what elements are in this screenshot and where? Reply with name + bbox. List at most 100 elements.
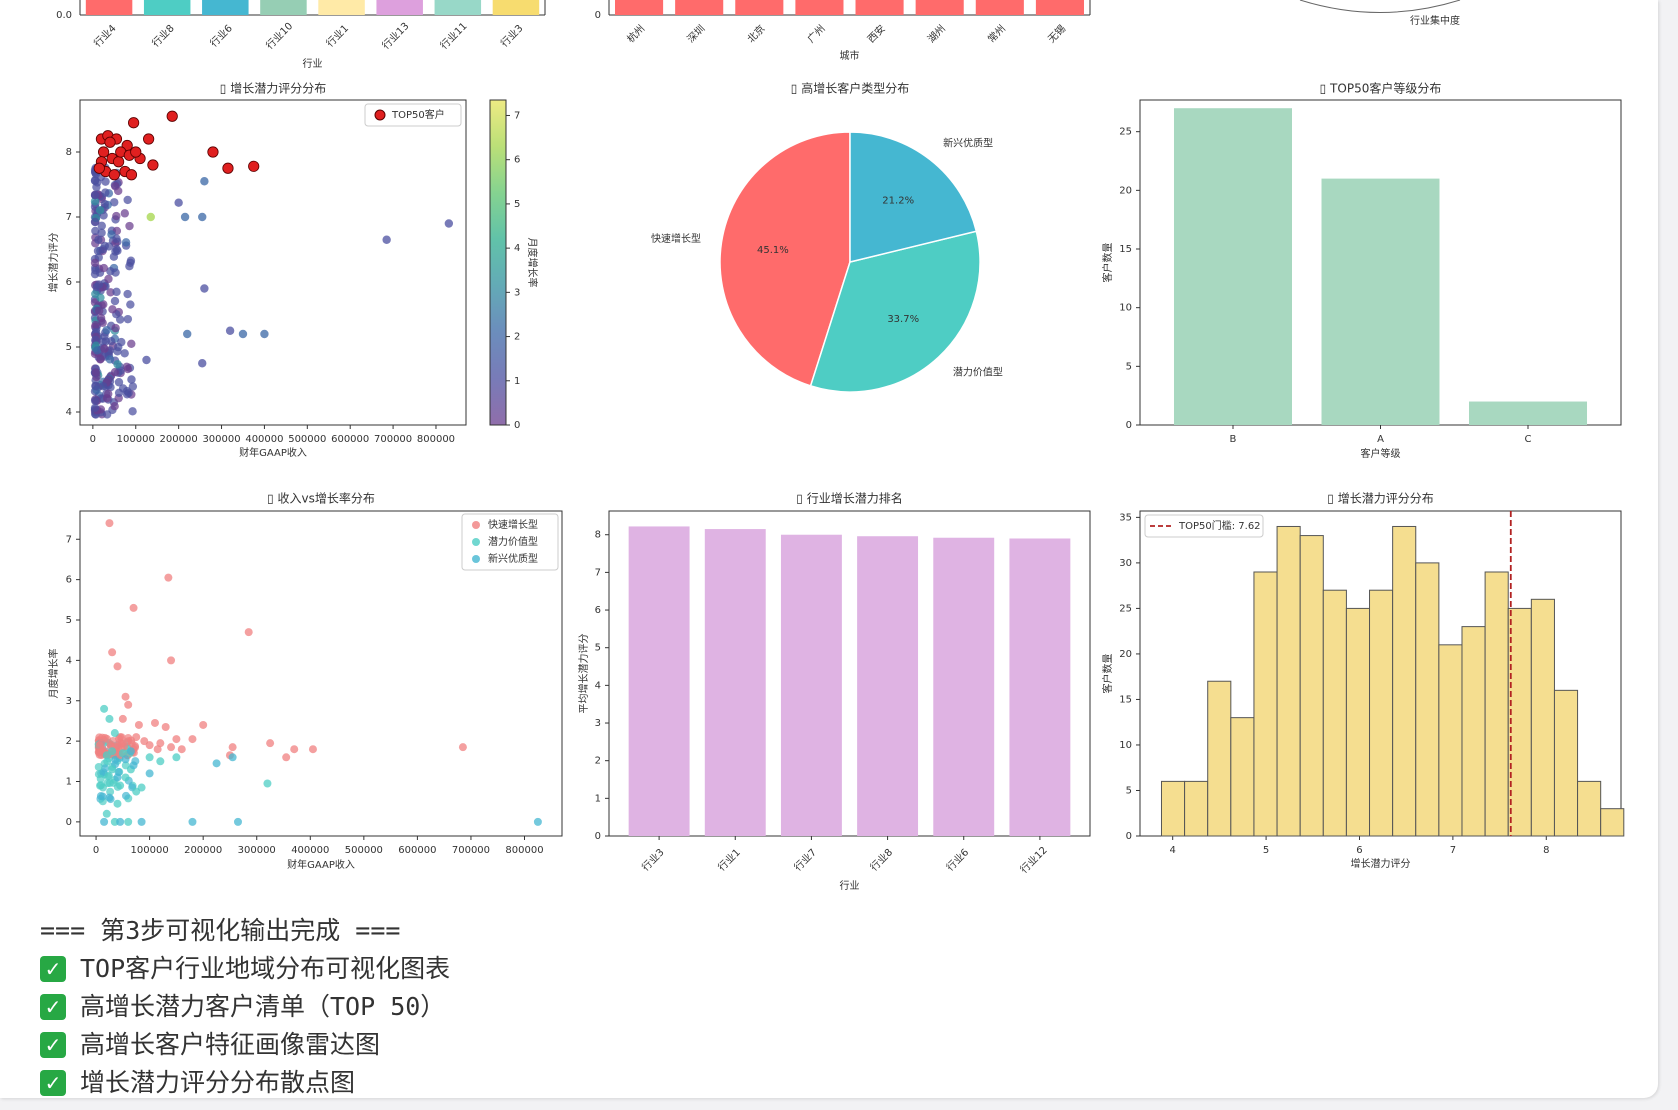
hist-ytick: 5 <box>1126 785 1132 796</box>
scatter1-point <box>96 313 106 323</box>
hist-ytick: 10 <box>1119 740 1132 751</box>
scatter1-point <box>110 198 119 207</box>
bar2-xlabel: 客户等级 <box>1361 447 1401 460</box>
hist-bar <box>1253 571 1278 837</box>
scatter1-point <box>95 206 105 215</box>
scatter2-point <box>129 761 138 770</box>
scatter1-point <box>444 219 454 228</box>
scatter2-point <box>290 745 299 754</box>
scatter2-point <box>134 720 143 729</box>
scatter1-top50-point <box>93 162 105 174</box>
top-left-xtick: 行业1 <box>323 22 351 50</box>
scatter2-point <box>98 733 107 742</box>
scatter2-point <box>188 817 197 826</box>
scatter2-point <box>94 762 103 771</box>
scatter1-point <box>101 177 110 186</box>
scatter1-top50-point <box>130 146 142 158</box>
scatter1-point <box>112 287 121 297</box>
hist-bar <box>1184 780 1209 837</box>
scatter2-point <box>156 757 165 766</box>
scatter1-point <box>100 344 109 353</box>
hist-bar <box>1461 626 1486 837</box>
console-line-1: ✓ TOP客户行业地域分布可视化图表 <box>40 950 450 988</box>
top-left-bar <box>318 0 365 15</box>
scatter2-legend-marker <box>472 538 480 546</box>
scatter2-frame <box>79 510 563 837</box>
scatter1-point <box>126 256 136 265</box>
scatter1-point <box>106 267 115 276</box>
scatter1-point <box>123 195 132 205</box>
scatter1-point <box>90 258 100 268</box>
bar2-ytick: 10 <box>1119 303 1132 314</box>
bar2-xtick: B <box>1230 434 1237 445</box>
scatter1-point <box>97 228 106 237</box>
scatter1-colorbar <box>489 99 507 426</box>
top-left-ytick: 0.0 <box>56 10 72 21</box>
scatter1-ytick: 5 <box>66 342 72 353</box>
pie-slice <box>849 131 978 263</box>
scatter1-xtick: 800000 <box>417 434 455 445</box>
top-left-bar <box>260 0 307 15</box>
scatter2-point <box>161 722 170 731</box>
hist-bar <box>1345 607 1371 837</box>
hist-xtick: 5 <box>1263 845 1269 856</box>
scatter2-point <box>263 779 272 788</box>
scatter1-point <box>114 388 124 397</box>
scatter2-point <box>458 743 467 752</box>
scatter1-point <box>91 320 100 330</box>
hist-ytick: 20 <box>1119 649 1132 660</box>
scatter1-point <box>110 401 119 411</box>
bar2-bar <box>1469 401 1588 425</box>
scatter1-point <box>260 329 269 339</box>
top-left-xtick: 行业8 <box>149 22 177 50</box>
scatter2-point <box>121 692 130 701</box>
bar4-xtick: 行业12 <box>1017 843 1049 875</box>
hist-bar <box>1415 562 1440 837</box>
scatter1-point <box>112 211 121 221</box>
bar4-xtick: 行业8 <box>867 846 895 874</box>
scatter1-point <box>122 362 132 371</box>
top-mid-ytick: 0 <box>595 10 601 21</box>
bar2-ytick: 20 <box>1119 185 1132 196</box>
scatter1-top50-point <box>222 162 234 174</box>
scatter2-ytick: 5 <box>66 615 72 626</box>
top-left-bar <box>376 0 423 15</box>
bar2-xtick: A <box>1377 434 1384 445</box>
bar4-ytick: 4 <box>595 680 601 691</box>
hist-xtick: 6 <box>1356 845 1362 856</box>
scatter1-point <box>146 212 155 222</box>
scatter2-ytick: 3 <box>66 696 72 707</box>
hist-ytick: 0 <box>1126 831 1132 842</box>
bar4-title: ▯ 行业增长潜力排名 <box>796 491 902 506</box>
scatter2-legend-label: 潜力价值型 <box>488 535 538 548</box>
bar4-bar <box>933 537 995 836</box>
scatter1-top50-point <box>166 110 178 122</box>
scatter2-point <box>124 737 133 746</box>
scatter1-point <box>127 339 136 348</box>
scatter2-point <box>156 739 165 748</box>
scatter2-point <box>103 779 112 788</box>
scatter1-point <box>180 212 190 222</box>
scatter1-point <box>111 247 120 256</box>
scatter1-point <box>90 396 100 405</box>
scatter1-point <box>110 296 120 306</box>
check-icon: ✓ <box>40 956 66 982</box>
scatter1-ytick: 6 <box>66 277 72 288</box>
scatter1-point <box>112 234 121 243</box>
scatter2-point <box>137 783 146 792</box>
console-line-4: ✓ 增长潜力评分分布散点图 <box>40 1064 450 1102</box>
scatter1-ylabel: 增长潜力评分 <box>47 233 60 293</box>
bar2-xtick: C <box>1525 434 1532 445</box>
hist-bar <box>1577 780 1602 837</box>
scatter1-colorbar-tick: 1 <box>514 376 520 387</box>
scatter2-xlabel: 财年GAAP收入 <box>287 858 355 871</box>
scatter1-point <box>96 354 105 364</box>
scatter2-point <box>167 656 176 665</box>
pie-slice <box>719 131 851 387</box>
top-mid-bar <box>795 0 844 15</box>
scatter2-xtick: 600000 <box>398 845 436 856</box>
scatter2-xtick: 100000 <box>131 845 169 856</box>
top-mid-xtick: 广州 <box>805 23 828 46</box>
scatter2-point <box>137 817 146 826</box>
